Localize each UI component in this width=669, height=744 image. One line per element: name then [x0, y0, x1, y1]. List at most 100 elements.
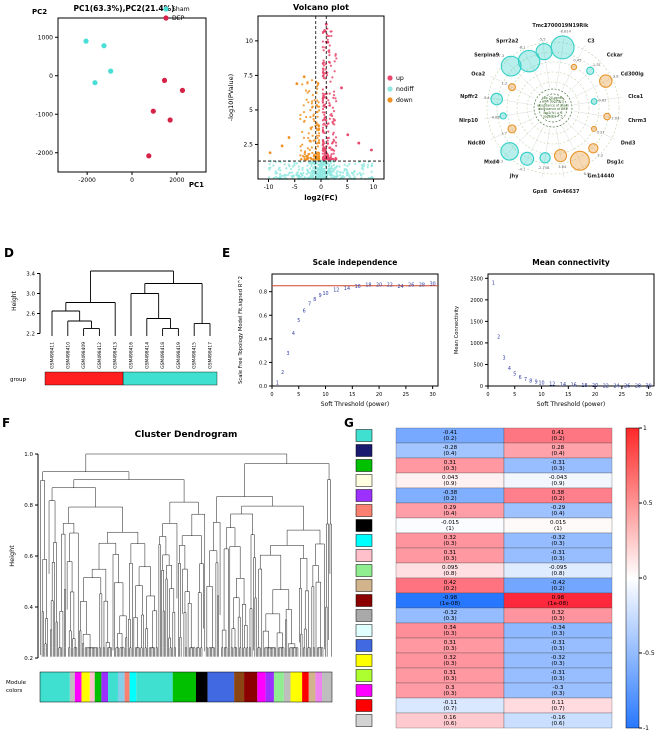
svg-text:Scale Free Topology Model Fit,: Scale Free Topology Model Fit,signed R^2: [238, 276, 244, 384]
svg-text:Nlrp10: Nlrp10: [459, 118, 478, 124]
svg-text:5: 5: [513, 392, 516, 398]
svg-text:1700019N19Rik: 1700019N19Rik: [544, 23, 589, 29]
svg-text:0.5: 0.5: [643, 500, 653, 507]
svg-text:-0.3: -0.3: [553, 685, 564, 691]
svg-text:(0.3): (0.3): [551, 616, 564, 622]
svg-text:10: 10: [245, 38, 253, 45]
panel-pca: -2000 0 2000 -2000 -1000 0 1000 PC1(63.3%),PC2(…: [22, 2, 212, 190]
svg-text:30: 30: [430, 281, 436, 287]
svg-text:GSM498418: GSM498418: [160, 342, 166, 369]
svg-text:(0.8): (0.8): [443, 571, 456, 577]
svg-text:24: 24: [397, 284, 403, 290]
svg-text:0.45: 0.45: [573, 59, 581, 63]
svg-text:GSM498414: GSM498414: [144, 342, 150, 369]
svg-text:26: 26: [624, 383, 630, 389]
svg-text:0.6: 0.6: [24, 554, 33, 560]
svg-text:(0.6): (0.6): [443, 721, 456, 727]
svg-text:9: 9: [535, 380, 538, 386]
svg-text:(0.8): (0.8): [551, 571, 564, 577]
svg-text:-0.31: -0.31: [551, 460, 566, 466]
svg-text:(0.3): (0.3): [551, 676, 564, 682]
svg-text:Soft Threshold (power): Soft Threshold (power): [321, 401, 389, 408]
svg-text:0.31: 0.31: [444, 670, 457, 676]
panel-cluster-dendrogram: 0.2 0.4 0.6 0.8 1.0 Cluster Dendrogram Height M…: [4, 424, 338, 740]
svg-text:28: 28: [635, 384, 641, 390]
svg-text:Dsg1c: Dsg1c: [607, 160, 624, 166]
svg-text:log2(FC): log2(FC): [304, 194, 337, 202]
svg-text:0: 0: [130, 177, 134, 184]
svg-text:1000: 1000: [470, 341, 483, 347]
svg-text:0.095: 0.095: [442, 565, 458, 571]
svg-text:6: 6: [303, 309, 306, 315]
svg-text:-0.015: -0.015: [441, 520, 459, 526]
svg-text:-2000: -2000: [78, 177, 96, 184]
svg-text:1.03: 1.03: [611, 116, 619, 120]
svg-text:1.0: 1.0: [24, 452, 33, 458]
svg-text:Ndc80: Ndc80: [468, 141, 486, 147]
svg-text:down: down: [396, 97, 413, 104]
svg-text:(0.3): (0.3): [443, 691, 456, 697]
svg-text:0.4: 0.4: [24, 605, 33, 611]
svg-text:10: 10: [538, 380, 544, 386]
panel-circular: -8.814 1700019N19Rik 0.45 C3 -1.31 Cckar 3.8 Cd…: [436, 0, 669, 218]
svg-text:3: 3: [503, 356, 506, 362]
svg-text:(0.3): (0.3): [443, 616, 456, 622]
svg-text:Soft Threshold (power): Soft Threshold (power): [537, 401, 605, 408]
svg-text:up: up: [396, 75, 404, 82]
svg-text:Chrm3: Chrm3: [628, 118, 647, 124]
svg-text:Oca2: Oca2: [471, 71, 486, 77]
svg-text:-6.2: -6.2: [496, 160, 503, 164]
svg-text:0.32: 0.32: [444, 655, 456, 661]
svg-text:-8.1: -8.1: [518, 46, 525, 50]
svg-text:(0.3): (0.3): [443, 556, 456, 562]
svg-text:5: 5: [345, 184, 349, 191]
svg-text:0.41: 0.41: [552, 430, 565, 436]
svg-text:GSM498409: GSM498409: [81, 342, 87, 369]
svg-text:Sham: Sham: [172, 6, 190, 13]
svg-text:2: 2: [497, 334, 500, 340]
svg-text:Clca1: Clca1: [628, 94, 644, 100]
svg-text:6.9: 6.9: [584, 172, 590, 176]
svg-text:18: 18: [365, 283, 371, 289]
svg-text:0.8: 0.8: [259, 290, 267, 296]
svg-text:-5: -5: [292, 184, 298, 191]
svg-text:0.32: 0.32: [444, 535, 456, 541]
svg-text:-0.38: -0.38: [443, 490, 458, 496]
svg-text:15: 15: [565, 392, 571, 398]
svg-text:30: 30: [645, 392, 651, 398]
svg-text:(0.7): (0.7): [551, 706, 564, 712]
svg-text:10: 10: [322, 291, 328, 297]
svg-text:-1000: -1000: [36, 111, 54, 118]
svg-text:1.2: 1.2: [502, 82, 508, 86]
svg-text:(0.3): (0.3): [443, 631, 456, 637]
svg-text:1500: 1500: [470, 319, 483, 325]
svg-text:top 20 genes: top 20 genes: [543, 96, 564, 100]
svg-text:0.2: 0.2: [259, 360, 267, 366]
svg-text:Gm46637: Gm46637: [553, 189, 580, 195]
svg-text:0: 0: [319, 184, 323, 191]
module-trait-heatmap-chart: -0.41(0.2)0.41(0.2)-0.28(0.4)0.28(0.4)0.…: [355, 425, 655, 732]
svg-text:with |log2(fc)|: with |log2(fc)|: [542, 100, 564, 104]
svg-text:C3: C3: [588, 38, 596, 44]
svg-text:(1): (1): [446, 526, 454, 532]
svg-text:0: 0: [270, 392, 273, 398]
svg-text:(0.4): (0.4): [443, 451, 456, 457]
svg-text:0: 0: [49, 73, 53, 80]
svg-text:(0.2): (0.2): [443, 436, 456, 442]
svg-text:-0.62: -0.62: [597, 99, 606, 103]
svg-text:5: 5: [513, 372, 516, 378]
svg-text:(0.2): (0.2): [551, 586, 564, 592]
svg-text:25: 25: [403, 392, 409, 398]
svg-text:0.015: 0.015: [550, 520, 566, 526]
svg-text:0.6: 0.6: [259, 313, 267, 319]
svg-text:12: 12: [333, 287, 339, 293]
svg-text:GSM498410: GSM498410: [65, 342, 71, 369]
svg-text:-10: -10: [264, 184, 274, 191]
svg-text:2.5: 2.5: [243, 141, 253, 148]
svg-text:0.38: 0.38: [552, 490, 565, 496]
svg-text:abundance of sham: abundance of sham: [537, 103, 569, 107]
svg-text:-0.31: -0.31: [551, 640, 566, 646]
svg-text:0.4: 0.4: [259, 337, 267, 343]
svg-text:0.27: 0.27: [597, 131, 605, 135]
